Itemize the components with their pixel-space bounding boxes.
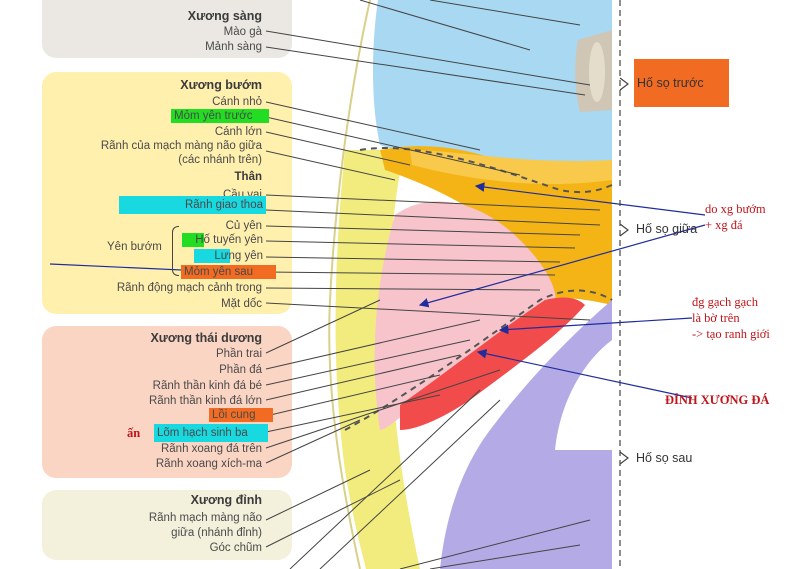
leader-line xyxy=(265,287,541,291)
leader-line xyxy=(429,0,581,26)
frontal-bone xyxy=(373,0,612,177)
leader-line xyxy=(265,339,471,386)
label-middle-meningeal-1: Rãnh của mạch màng não giữa xyxy=(100,140,262,152)
arrow-dashed-border xyxy=(498,317,693,335)
leader-line xyxy=(265,374,441,417)
leader-line xyxy=(265,194,601,211)
leader-line xyxy=(265,354,461,401)
annotation-dashed-1: đg gạch gạch xyxy=(692,295,758,309)
sphenoid-title: Xương bướm xyxy=(180,78,262,92)
leader-line xyxy=(265,101,481,151)
annotation-sphenoid-1: do xg bướm xyxy=(705,202,766,216)
label-squamous-part: Phần trai xyxy=(215,348,262,360)
leader-line xyxy=(399,519,591,569)
label-lesser-wing: Cánh nhỏ xyxy=(212,96,262,108)
label-arcuate-eminence: Lồi cung xyxy=(209,408,273,422)
label-greater-petrosal-groove: Rãnh thần kinh đá lớn xyxy=(148,395,262,407)
leader-line xyxy=(319,399,501,569)
temporal-squama xyxy=(374,201,556,430)
leader-line xyxy=(265,479,401,548)
label-petrous-part: Phần đá xyxy=(219,364,262,376)
label-clivus: Mặt dốc xyxy=(221,298,262,310)
sella-brace xyxy=(172,226,179,276)
fossa-anterior: Hố sọ trước xyxy=(634,59,729,107)
label-trigeminal-impression: Lõm hạch sinh ba xyxy=(154,424,268,442)
label-crista-galli: Mào gà xyxy=(223,26,262,38)
label-hypophyseal-fossa: Hố tuyến yên xyxy=(182,233,266,247)
label-dorsum-sellae: Lưng yên xyxy=(194,249,266,263)
skull-outline xyxy=(328,0,371,569)
leader-line xyxy=(265,302,591,321)
foramen-magnum xyxy=(555,340,612,450)
leader-line xyxy=(265,225,581,236)
temporal-panel xyxy=(42,326,292,478)
crista-galli xyxy=(589,42,605,102)
leader-line xyxy=(265,240,576,249)
label-body: Thân xyxy=(234,171,262,183)
petrous-bone xyxy=(400,297,585,430)
label-parietal-groove-1: Rãnh mạch màng não xyxy=(148,512,262,524)
annotation-sphenoid-2: + xg đá xyxy=(705,218,743,232)
annotation-dashed-2: là bờ trên xyxy=(692,311,740,325)
annotation-marker: ấn xyxy=(127,426,141,440)
label-middle-meningeal-2: (các nhánh trên) xyxy=(178,154,262,166)
arrow-petrous-apex xyxy=(476,349,693,399)
temporal-title: Xương thái dương xyxy=(150,331,262,345)
occipital-bone xyxy=(440,300,612,569)
label-carotid-groove: Rãnh động mạch cảnh trong xyxy=(116,282,262,294)
leader-line xyxy=(265,369,501,449)
leader-line xyxy=(265,394,441,433)
label-mastoid-angle: Góc chũm xyxy=(209,542,262,554)
fossa-posterior: Hố sọ sau xyxy=(636,451,693,465)
label-tuberculum-sellae: Củ yên xyxy=(225,220,262,232)
label-sella-turcica: Yên bướm xyxy=(107,241,162,253)
ethmoid-title: Xương sàng xyxy=(187,9,262,23)
arrow-sphenoid xyxy=(474,182,706,216)
leader-line xyxy=(265,209,601,226)
parietal-title: Xương đỉnh xyxy=(190,493,262,507)
leader-line xyxy=(265,299,381,354)
leader-line xyxy=(265,46,586,96)
parietal-panel xyxy=(42,490,292,560)
leader-line xyxy=(359,0,531,51)
annotation-petrous-apex: ĐỈNH XƯƠNG ĐÁ xyxy=(665,393,770,407)
label-chiasmatic-groove: Rãnh giao thoa xyxy=(119,196,266,214)
label-lesser-petrosal-groove: Rãnh thần kinh đá bé xyxy=(152,380,262,392)
petrous-boundary-dashed xyxy=(344,289,613,431)
leader-line xyxy=(265,271,556,276)
leader-line xyxy=(429,544,581,569)
fossa-middle: Hố sọ giữa xyxy=(636,222,698,236)
leader-line xyxy=(265,30,591,86)
label-anterior-clinoid: Mỏm yên trước xyxy=(171,109,269,123)
label-superior-petrosal-sinus: Rãnh xoang đá trên xyxy=(160,443,262,455)
leader-line xyxy=(265,469,371,521)
fossa-bracket xyxy=(619,0,629,569)
label-posterior-clinoid: Mỏm yên sau xyxy=(181,265,276,279)
label-cribriform-plate: Mảnh sàng xyxy=(205,41,262,53)
leader-line xyxy=(265,419,361,464)
leader-line xyxy=(289,389,481,569)
label-parietal-groove-2: giữa (nhánh đỉnh) xyxy=(171,527,262,539)
leader-line xyxy=(265,319,481,370)
arrow-petrous xyxy=(418,224,706,308)
leader-line xyxy=(265,116,521,176)
annotation-dashed-3: -> tạo ranh giới xyxy=(692,327,770,341)
leader-line xyxy=(265,150,396,181)
leader-line xyxy=(265,131,411,166)
label-greater-wing: Cánh lớn xyxy=(214,126,262,138)
label-sigmoid-sinus: Rãnh xoang xích-ma xyxy=(155,458,262,470)
ethmoid-panel xyxy=(42,0,292,58)
leader-line xyxy=(265,256,561,263)
